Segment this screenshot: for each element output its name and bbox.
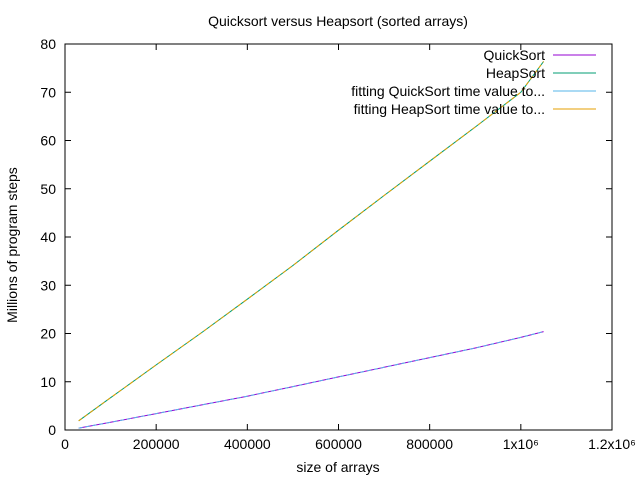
y-tick-label: 70: [40, 84, 56, 100]
x-axis-label: size of arrays: [296, 459, 379, 475]
chart-title: Quicksort versus Heapsort (sorted arrays…: [208, 13, 468, 29]
series-line-2: [78, 331, 544, 429]
x-tick-label: 600000: [315, 436, 362, 452]
axis-ticks: 0 200000 400000 600000 800000 1x10⁶ 1.2x10⁶ 0 10…: [40, 36, 635, 452]
x-tick-label: 200000: [133, 436, 180, 452]
y-tick-label: 10: [40, 374, 56, 390]
legend: QuickSort HeapSort fitting QuickSort time …: [351, 47, 596, 117]
series-line-3: [78, 61, 545, 422]
y-tick-label: 60: [40, 133, 56, 149]
y-tick-label: 80: [40, 36, 56, 52]
y-tick-label: 50: [40, 181, 56, 197]
x-tick-label: 800000: [406, 436, 453, 452]
legend-label-0: QuickSort: [484, 47, 546, 63]
legend-label-1: HeapSort: [486, 65, 545, 81]
y-tick-label: 40: [40, 229, 56, 245]
series-lines: [78, 61, 545, 429]
series-line-0: [78, 331, 544, 429]
legend-label-3: fitting HeapSort time value to...: [354, 101, 545, 117]
x-tick-label: 400000: [224, 436, 271, 452]
x-tick-label: 1.2x10⁶: [588, 436, 636, 452]
y-tick-label: 30: [40, 277, 56, 293]
y-tick-label: 0: [48, 422, 56, 438]
y-axis-label: Millions of program steps: [4, 167, 20, 323]
y-tick-label: 20: [40, 326, 56, 342]
x-tick-label: 0: [61, 436, 69, 452]
legend-label-2: fitting QuickSort time value to...: [351, 83, 545, 99]
x-tick-label: 1x10⁶: [503, 436, 539, 452]
